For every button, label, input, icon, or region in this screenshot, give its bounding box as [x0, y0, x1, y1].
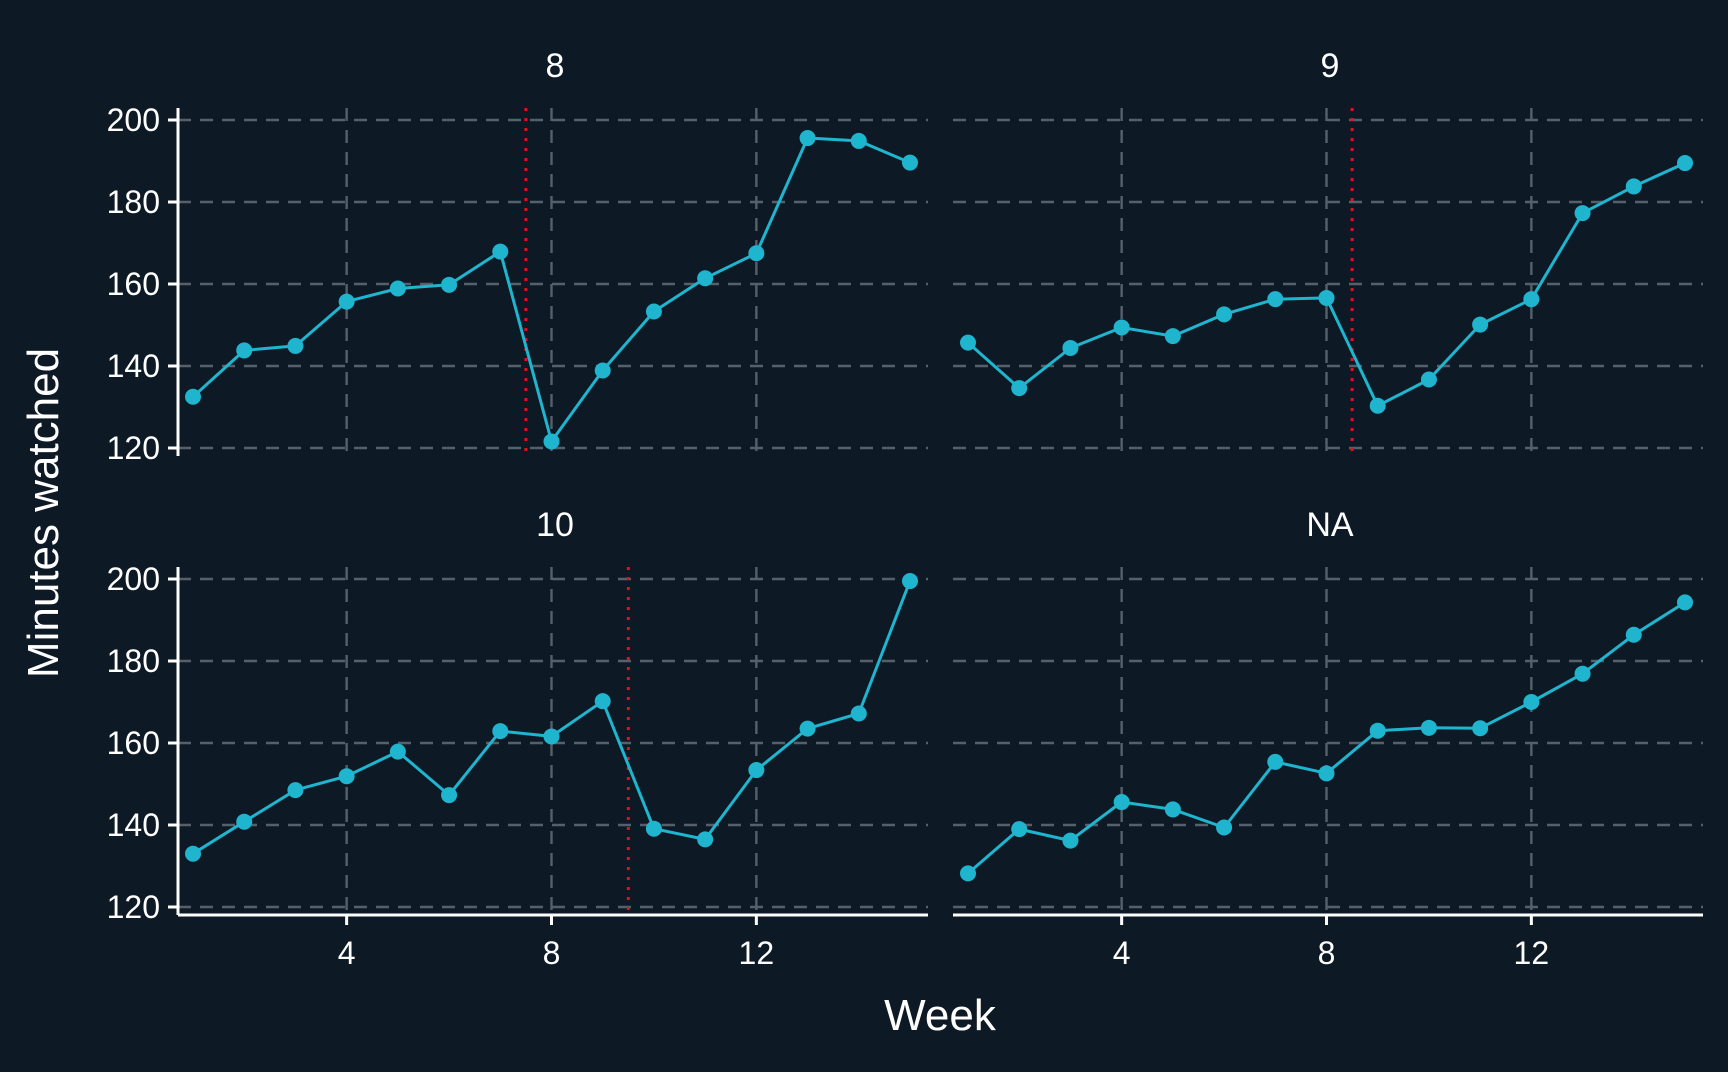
- data-point: [1062, 339, 1079, 356]
- panel-title: 9: [1321, 47, 1340, 85]
- data-point: [1574, 665, 1591, 682]
- data-point: [1472, 720, 1489, 737]
- data-point: [492, 243, 509, 260]
- data-point: [1164, 328, 1181, 345]
- x-axis-title: Week: [884, 991, 997, 1040]
- data-point: [645, 820, 662, 837]
- panel-title: NA: [1306, 506, 1354, 544]
- data-point: [1267, 291, 1284, 308]
- data-point: [338, 768, 355, 785]
- data-point: [1011, 380, 1028, 397]
- data-point: [338, 293, 355, 310]
- x-tick-label: 12: [1514, 935, 1550, 971]
- panel-title: 10: [536, 506, 574, 544]
- data-point: [697, 831, 714, 848]
- data-point: [492, 723, 509, 740]
- data-point: [1216, 306, 1233, 323]
- data-point: [960, 865, 976, 882]
- data-point: [1011, 821, 1028, 838]
- y-axis-title: Minutes watched: [19, 348, 68, 678]
- data-point: [1318, 765, 1335, 782]
- panel-8: 8 120 140 160 180 200: [107, 47, 928, 466]
- data-point: [287, 782, 304, 799]
- data-point: [1164, 801, 1181, 818]
- data-point: [1369, 722, 1386, 739]
- x-tick-label: 4: [1113, 935, 1131, 971]
- data-point: [1472, 316, 1489, 333]
- panel-NA: NA 4 8 12: [953, 506, 1703, 971]
- data-point: [1216, 819, 1233, 836]
- data-point: [748, 245, 765, 262]
- data-point: [287, 337, 304, 354]
- x-tick-label: 8: [543, 935, 561, 971]
- data-point: [1318, 289, 1335, 306]
- y-tick-label: 200: [107, 561, 160, 597]
- y-tick-label: 140: [107, 348, 160, 384]
- y-tick-label: 180: [107, 643, 160, 679]
- data-point: [1523, 291, 1540, 308]
- data-point: [902, 154, 918, 171]
- data-point: [1113, 794, 1130, 811]
- data-point: [850, 132, 867, 149]
- y-tick-label: 160: [107, 725, 160, 761]
- data-point: [1267, 753, 1284, 770]
- data-point: [389, 743, 406, 760]
- data-point: [185, 845, 201, 862]
- data-point: [594, 693, 611, 710]
- data-point: [850, 705, 867, 722]
- data-point: [1113, 319, 1130, 336]
- data-point: [236, 342, 253, 359]
- data-point: [543, 728, 560, 745]
- panel-10: 10 120 140 160 180 200 4 8 12: [107, 506, 928, 971]
- y-tick-label: 200: [107, 102, 160, 138]
- panel-9: 9: [953, 47, 1703, 456]
- data-point: [748, 762, 765, 779]
- data-point: [902, 573, 918, 590]
- data-point: [697, 270, 714, 287]
- data-point: [1523, 694, 1540, 710]
- data-point: [1625, 626, 1642, 643]
- data-point: [1369, 397, 1386, 414]
- data-point: [236, 813, 253, 830]
- data-point: [389, 280, 406, 297]
- data-point: [1420, 719, 1437, 736]
- data-point: [594, 362, 611, 379]
- data-point: [799, 720, 816, 737]
- data-point: [1420, 371, 1437, 388]
- data-point: [1062, 832, 1079, 849]
- y-tick-label: 120: [107, 430, 160, 466]
- y-tick-label: 180: [107, 184, 160, 220]
- panel-title: 8: [546, 47, 565, 85]
- x-tick-label: 8: [1318, 935, 1336, 971]
- data-point: [1677, 155, 1693, 172]
- data-point: [441, 787, 458, 804]
- data-point: [441, 276, 458, 293]
- data-point: [960, 334, 976, 351]
- y-tick-label: 140: [107, 807, 160, 843]
- x-tick-label: 12: [739, 935, 775, 971]
- data-point: [543, 433, 560, 450]
- data-point: [1625, 178, 1642, 195]
- x-tick-label: 4: [338, 935, 356, 971]
- data-point: [1677, 594, 1693, 611]
- data-point: [1574, 205, 1591, 222]
- data-point: [799, 130, 816, 147]
- data-point: [185, 388, 201, 405]
- data-point: [645, 303, 662, 320]
- y-tick-label: 160: [107, 266, 160, 302]
- y-tick-label: 120: [107, 889, 160, 925]
